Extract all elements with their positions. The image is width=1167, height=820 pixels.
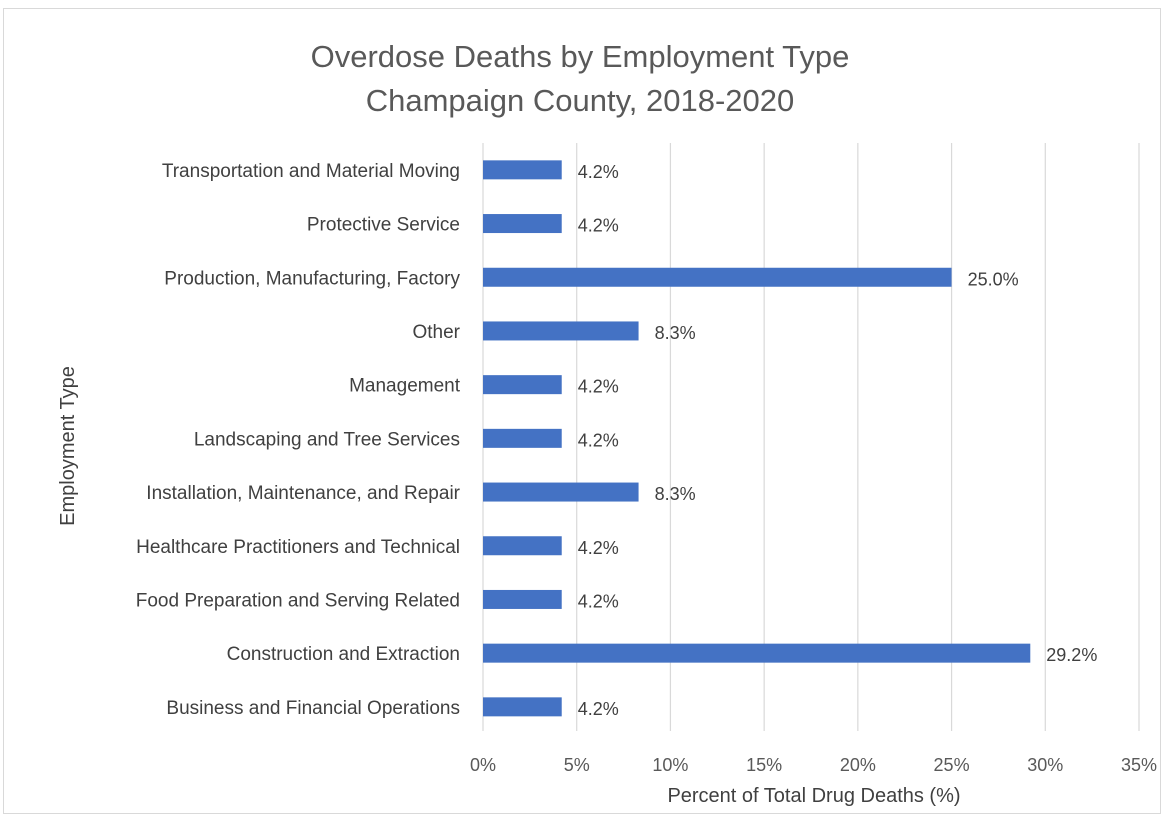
- x-tick-label: 30%: [1027, 755, 1063, 775]
- bar: [483, 160, 562, 180]
- data-label: 4.2%: [578, 162, 619, 182]
- x-tick-labels: 0% 5% 10% 15% 20% 25% 30% 35%: [470, 755, 1157, 775]
- bars: [483, 160, 1031, 717]
- bar: [483, 697, 562, 717]
- x-tick-label: 25%: [934, 755, 970, 775]
- data-label: 25.0%: [968, 269, 1019, 289]
- category-labels: Transportation and Material Moving Protec…: [136, 161, 461, 719]
- bar: [483, 482, 639, 502]
- chart-frame: Overdose Deaths by Employment Type Champ…: [3, 8, 1161, 814]
- category-label: Transportation and Material Moving: [162, 161, 460, 182]
- data-label: 8.3%: [655, 484, 696, 504]
- data-labels: 4.2% 4.2% 25.0% 8.3% 4.2% 4.2% 8.3% 4.2% 4.2% 29.…: [578, 162, 1098, 719]
- bar: [483, 267, 952, 287]
- bar: [483, 428, 562, 448]
- category-label: Construction and Extraction: [227, 644, 460, 665]
- chart-subtitle: Champaign County, 2018-2020: [366, 83, 795, 118]
- x-tick-label: 20%: [840, 755, 876, 775]
- data-label: 4.2%: [578, 377, 619, 397]
- bar: [483, 375, 562, 395]
- data-label: 8.3%: [655, 323, 696, 343]
- x-tick-label: 5%: [564, 755, 590, 775]
- bar: [483, 321, 639, 341]
- category-label: Production, Manufacturing, Factory: [164, 268, 460, 289]
- x-tick-label: 10%: [652, 755, 688, 775]
- category-label: Installation, Maintenance, and Repair: [146, 483, 460, 504]
- bar-chart: Overdose Deaths by Employment Type Champ…: [57, 39, 1157, 807]
- bar: [483, 214, 562, 234]
- chart-title: Overdose Deaths by Employment Type: [311, 39, 850, 74]
- category-label: Business and Financial Operations: [166, 698, 460, 719]
- data-label: 4.2%: [578, 216, 619, 236]
- bar: [483, 589, 562, 609]
- x-axis-title: Percent of Total Drug Deaths (%): [667, 785, 960, 807]
- data-label: 4.2%: [578, 538, 619, 558]
- data-label: 4.2%: [578, 591, 619, 611]
- x-tick-label: 0%: [470, 755, 496, 775]
- category-label: Landscaping and Tree Services: [194, 429, 460, 450]
- category-label: Food Preparation and Serving Related: [136, 590, 460, 611]
- y-axis-title: Employment Type: [57, 366, 79, 526]
- bar: [483, 536, 562, 556]
- x-tick-label: 35%: [1121, 755, 1157, 775]
- data-label: 4.2%: [578, 699, 619, 719]
- gridlines: [482, 143, 1140, 731]
- x-tick-label: 15%: [746, 755, 782, 775]
- data-label: 29.2%: [1046, 645, 1097, 665]
- category-label: Other: [412, 322, 460, 343]
- category-label: Healthcare Practitioners and Technical: [136, 537, 460, 558]
- category-label: Protective Service: [307, 215, 460, 236]
- data-label: 4.2%: [578, 430, 619, 450]
- category-label: Management: [349, 376, 461, 397]
- bar: [483, 643, 1031, 663]
